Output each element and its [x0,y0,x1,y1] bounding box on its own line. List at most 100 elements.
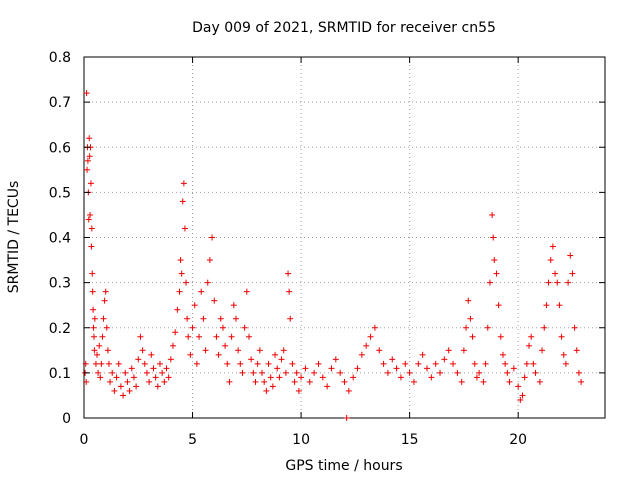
data-point [423,365,430,372]
grid [84,57,605,418]
x-tick-label: 5 [188,432,197,448]
data-point [146,378,153,385]
data-point [107,378,114,385]
data-point [135,356,142,363]
data-point [90,333,97,340]
y-tick-label: 0.3 [49,276,71,292]
data-point [302,365,309,372]
data-point [100,315,107,322]
data-point [122,369,129,376]
data-point [91,315,98,322]
data-point [261,378,268,385]
data-point [239,369,246,376]
data-point [206,257,213,264]
data-point [265,360,272,367]
y-tick-label: 0.6 [49,140,71,156]
data-point [161,378,168,385]
data-point [482,360,489,367]
data-point [397,374,404,381]
data-point [193,360,200,367]
data-point [306,378,313,385]
data-point [180,180,187,187]
data-point [84,157,91,164]
data-point [148,351,155,358]
data-point [367,333,374,340]
data-point [241,324,248,331]
data-point [578,378,585,385]
data-point [83,90,90,97]
y-tick-label: 0 [62,411,71,427]
data-point [380,360,387,367]
data-point [506,378,513,385]
data-point [243,288,250,295]
data-point [91,347,98,354]
data-point [235,347,242,354]
data-point [143,369,150,376]
data-point [92,360,99,367]
data-point [101,297,108,304]
data-point [211,297,218,304]
y-tick-label: 0.7 [49,95,71,111]
data-point [172,329,179,336]
data-point [113,374,120,381]
data-point [567,252,574,259]
data-point [99,333,106,340]
data-point [86,135,93,142]
data-point [484,324,491,331]
data-point [295,387,302,394]
data-point [150,365,157,372]
data-point [510,365,517,372]
data-point [154,383,161,390]
data-point [552,270,559,277]
data-point [280,347,287,354]
data-point [324,383,331,390]
data-point [476,369,483,376]
data-point [163,365,170,372]
data-point [350,374,357,381]
data-point [87,180,94,187]
x-axis-label: GPS time / hours [285,458,402,474]
data-point [519,392,526,399]
data-point [219,324,226,331]
data-point [184,315,191,322]
data-point [152,374,159,381]
data-point [341,378,348,385]
data-point [109,369,116,376]
data-point [428,374,435,381]
data-point [282,369,289,376]
data-point [311,369,318,376]
data-point [217,315,224,322]
y-axis: 0 0.1 0.2 0.3 0.4 0.5 0.6 0.7 0.8 [49,50,605,427]
data-point [547,257,554,264]
data-point [465,297,472,304]
data-point [536,378,543,385]
data-point [530,360,537,367]
data-point [200,315,207,322]
data-point [165,374,172,381]
data-point [209,234,216,241]
data-point [111,387,118,394]
data-point [545,279,552,286]
data-point [541,324,548,331]
data-point [204,279,211,286]
data-point [185,333,192,340]
data-point [90,324,97,331]
y-tick-label: 0.8 [49,50,71,66]
data-point [90,306,97,313]
data-point [254,360,261,367]
data-point [263,387,270,394]
data-point [473,374,480,381]
data-point [117,383,124,390]
data-point [97,374,104,381]
data-point [432,360,439,367]
data-point [176,288,183,295]
data-point [343,415,350,421]
data-point [82,360,89,367]
data-point [287,315,294,322]
data-point [575,369,582,376]
data-point [454,369,461,376]
data-point [497,333,504,340]
data-point [196,333,203,340]
data-point [556,302,563,309]
